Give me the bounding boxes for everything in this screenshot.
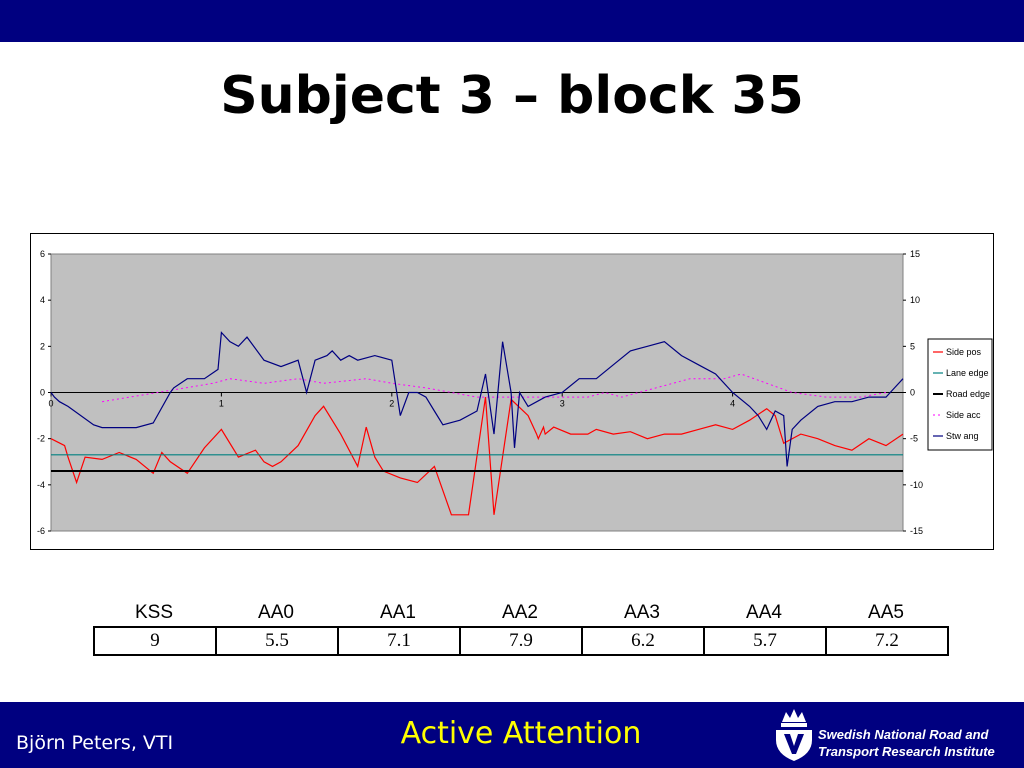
table-header-row: KSS AA0 AA1 AA2 AA3 AA4 AA5 [93, 600, 949, 626]
series-side-pos [50, 397, 904, 516]
left-tick-label: -4 [37, 480, 45, 490]
value-aa0: 5.5 [215, 626, 339, 656]
series-stw-ang [50, 331, 904, 467]
x-tick-label: 2 [389, 399, 394, 409]
institute-line-1: Swedish National Road and [818, 727, 989, 742]
right-tick-label: -5 [910, 434, 918, 444]
institute-name: Swedish National Road and Transport Rese… [818, 726, 995, 760]
kss-table: KSS AA0 AA1 AA2 AA3 AA4 AA5 9 5.5 7.1 7.… [93, 600, 949, 656]
value-aa5: 7.2 [825, 626, 949, 656]
right-tick-label: 15 [910, 249, 920, 259]
right-tick-label: 5 [910, 341, 915, 351]
left-tick-label: 6 [40, 249, 45, 259]
left-tick-label: -2 [37, 434, 45, 444]
left-tick-label: 0 [40, 388, 45, 398]
right-tick-label: 10 [910, 295, 920, 305]
left-tick-label: 4 [40, 295, 45, 305]
slide-title: Subject 3 – block 35 [220, 66, 804, 126]
left-tick-label: -6 [37, 526, 45, 536]
value-table: 9 5.5 7.1 7.9 6.2 5.7 7.2 [93, 626, 949, 656]
legend-label: Side acc [946, 410, 981, 420]
footer-author: Björn Peters, VTI [16, 732, 174, 754]
right-tick-label: -10 [910, 480, 923, 490]
value-aa2: 7.9 [459, 626, 583, 656]
header-aa2: AA2 [502, 602, 538, 623]
header-aa0: AA0 [258, 602, 294, 623]
x-tick-label: 1 [219, 399, 224, 409]
value-kss: 9 [93, 626, 217, 656]
value-aa1: 7.1 [337, 626, 461, 656]
table-row: 9 5.5 7.1 7.9 6.2 5.7 7.2 [93, 626, 949, 656]
right-tick-label: 0 [910, 388, 915, 398]
chart-container: 6 4 2 0 -2 -4 -6 15 10 5 0 -5 -10 -15 0 1 2 3 4 Side pos Lan… [30, 233, 994, 550]
left-tick-label: 2 [40, 341, 45, 351]
header-aa5: AA5 [868, 602, 904, 623]
x-tick-label: 0 [48, 399, 53, 409]
legend-label: Road edge [946, 389, 990, 399]
footer-center-title: Active Attention [400, 716, 642, 751]
series-side-acc [102, 373, 887, 403]
value-aa3: 6.2 [581, 626, 705, 656]
legend-label: Lane edge [946, 368, 989, 378]
top-banner [0, 0, 1024, 42]
x-tick-label: 4 [730, 399, 735, 409]
x-tick-label: 3 [560, 399, 565, 409]
header-aa4: AA4 [746, 602, 782, 623]
header-aa1: AA1 [380, 602, 416, 623]
legend-label: Stw ang [946, 431, 979, 441]
institute-line-2: Transport Research Institute [818, 744, 995, 759]
header-aa3: AA3 [624, 602, 660, 623]
line-chart: 6 4 2 0 -2 -4 -6 15 10 5 0 -5 -10 -15 0 1 2 3 4 Side pos Lan… [37, 249, 993, 536]
header-kss: KSS [134, 602, 174, 623]
legend-label: Side pos [946, 347, 982, 357]
value-aa4: 5.7 [703, 626, 827, 656]
right-tick-label: -15 [910, 526, 923, 536]
footer-banner: Björn Peters, VTI Active Attention Swedi… [0, 702, 1024, 768]
vti-crown-logo-icon [776, 709, 812, 761]
